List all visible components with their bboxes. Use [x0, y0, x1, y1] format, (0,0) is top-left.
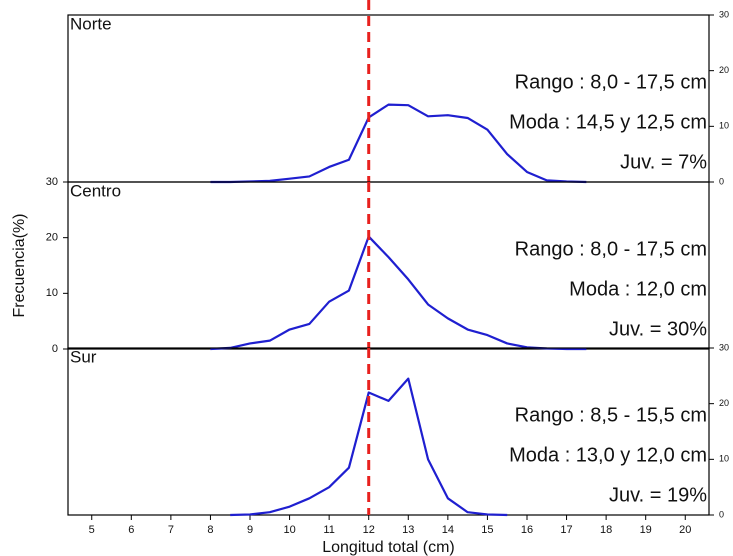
y-tick-label: 10 [719, 121, 729, 131]
panel-frame [67, 347, 710, 516]
x-tick-label: 5 [89, 524, 95, 536]
x-tick-label: 12 [363, 524, 375, 536]
y-axis-label: Frecuencia(%) [11, 213, 28, 317]
x-tick-label: 18 [600, 524, 612, 536]
annotation: Moda : 14,5 y 12,5 cm [509, 111, 707, 133]
x-tick-label: 16 [521, 524, 533, 536]
y-tick-label: 30 [719, 9, 729, 19]
y-tick-label: 0 [52, 343, 58, 355]
y-tick-label: 20 [719, 65, 729, 75]
x-tick-label: 11 [323, 524, 334, 536]
data-line [210, 103, 587, 184]
data-line [210, 235, 587, 351]
x-tick-label: 6 [128, 524, 134, 536]
annotation: Rango : 8,5 - 15,5 cm [515, 404, 707, 426]
x-tick-label: 8 [207, 524, 213, 536]
annotation: Juv. = 30% [609, 318, 707, 340]
x-axis-label: Longitud total (cm) [322, 539, 455, 556]
annotation: Rango : 8,0 - 17,5 cm [515, 238, 707, 260]
x-tick-label: 15 [481, 524, 493, 536]
y-tick-label: 0 [719, 176, 724, 186]
panel-title: Centro [70, 181, 121, 200]
y-tick-label: 10 [719, 454, 729, 464]
y-tick-label: 30 [719, 342, 729, 352]
y-tick-label: 10 [46, 287, 58, 299]
panel-frame [67, 181, 710, 350]
y-tick-label: 20 [719, 398, 729, 408]
x-tick-label: 17 [560, 524, 572, 536]
x-tick-label: 19 [640, 524, 652, 536]
x-tick-label: 14 [442, 524, 454, 536]
annotation: Juv. = 7% [620, 151, 707, 173]
y-tick-label: 20 [46, 232, 58, 244]
panel-title: Sur [70, 347, 97, 366]
data-line [230, 377, 508, 517]
x-tick-label: 13 [402, 524, 414, 536]
panel-title: Norte [70, 14, 112, 33]
y-tick-label: 30 [46, 176, 58, 188]
annotation: Rango : 8,0 - 17,5 cm [515, 71, 707, 93]
y-tick-label: 0 [719, 509, 724, 519]
annotation: Moda : 12,0 cm [569, 278, 707, 300]
x-tick-label: 9 [247, 524, 253, 536]
annotation: Juv. = 19% [609, 484, 707, 506]
x-tick-label: 7 [168, 524, 174, 536]
x-tick-label: 20 [679, 524, 691, 536]
x-tick-label: 10 [283, 524, 295, 536]
panel-frame [67, 14, 710, 183]
annotation: Moda : 13,0 y 12,0 cm [509, 444, 707, 466]
